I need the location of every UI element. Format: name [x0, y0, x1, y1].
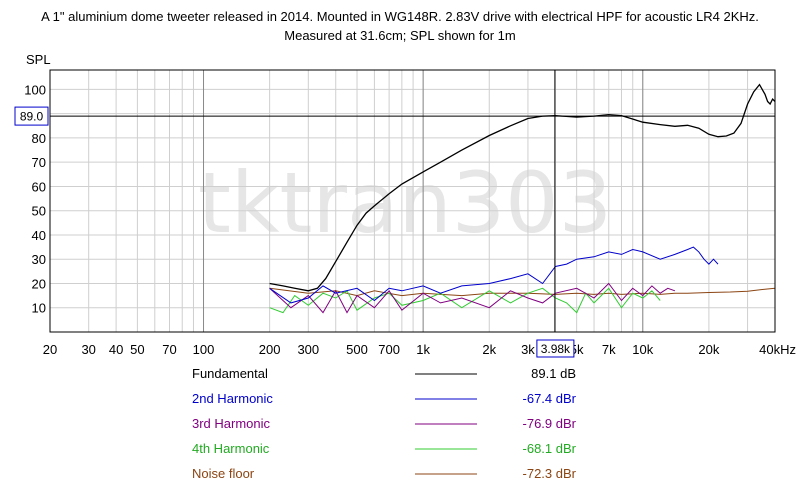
- watermark-text: tktran303: [198, 154, 612, 252]
- y-tick-label: 80: [32, 131, 46, 146]
- series-lines: [269, 83, 776, 314]
- y-tick-label: 10: [32, 301, 46, 316]
- cursor-x-readout: 3.98k: [541, 342, 571, 356]
- x-tick-label: 50: [130, 342, 144, 357]
- y-tick-label: 20: [32, 276, 46, 291]
- cursor-x-readout-box: [536, 339, 575, 358]
- x-tick-label: 700: [378, 342, 400, 357]
- x-tick-label: 20: [43, 342, 57, 357]
- series-line-2nd-harmonic: [269, 246, 719, 304]
- title-line-2: Measured at 31.6cm; SPL shown for 1m: [284, 28, 515, 43]
- x-tick-label: 300: [297, 342, 319, 357]
- x-tick-label: 3k: [521, 342, 535, 357]
- x-tick-label: 1k: [416, 342, 430, 357]
- legend-label-noise-floor: Noise floor: [192, 466, 255, 481]
- minor-gridlines: [49, 70, 776, 332]
- legend-label-4th-harmonic: 4th Harmonic: [192, 441, 270, 456]
- cursor-y-readout: 89.0: [20, 110, 44, 124]
- cursor-y-readout-box: [14, 106, 49, 126]
- legend-value-noise-floor: -72.3 dBr: [523, 466, 577, 481]
- major-gridlines: [203, 70, 644, 332]
- x-tick-label: 70: [162, 342, 176, 357]
- legend-label-3rd-harmonic: 3rd Harmonic: [192, 416, 271, 431]
- legend-value-2nd-harmonic: -67.4 dBr: [523, 391, 577, 406]
- y-tick-label: 100: [24, 82, 46, 97]
- y-tick-label: 40: [32, 228, 46, 243]
- legend-value-3rd-harmonic: -76.9 dBr: [523, 416, 577, 431]
- x-tick-label: 2k: [482, 342, 496, 357]
- x-tick-label: 200: [259, 342, 281, 357]
- legend-value-fundamental: 89.1 dB: [531, 366, 576, 381]
- y-tick-label: 70: [32, 155, 46, 170]
- x-tick-labels: 20 30 40 50 70 100 200 300 500 700 1k 2k 3k 5k 7k 10k 20…: [43, 342, 796, 357]
- legend-value-4th-harmonic: -68.1 dBr: [523, 441, 577, 456]
- chart-title: A 1" aluminium dome tweeter released in …: [41, 9, 759, 43]
- x-tick-label: 500: [346, 342, 368, 357]
- series-line-fundamental: [269, 83, 776, 292]
- title-line-1: A 1" aluminium dome tweeter released in …: [41, 9, 759, 24]
- x-tick-label: 10k: [632, 342, 653, 357]
- series-line-4th-harmonic: [269, 287, 661, 314]
- cursor[interactable]: 89.0 3.98k: [14, 70, 775, 358]
- x-tick-label: 7k: [602, 342, 616, 357]
- y-tick-label: 30: [32, 252, 46, 267]
- legend-label-2nd-harmonic: 2nd Harmonic: [192, 391, 273, 406]
- x-tick-label: 100: [193, 342, 215, 357]
- x-tick-label: 30: [81, 342, 95, 357]
- y-tick-label: 60: [32, 179, 46, 194]
- series-line-3rd-harmonic: [269, 282, 676, 314]
- y-axis-label: SPL: [26, 52, 51, 67]
- legend: Fundamental 89.1 dB 2nd Harmonic -67.4 dBr 3…: [192, 366, 577, 481]
- x-tick-label: 20k: [698, 342, 719, 357]
- x-tick-label: 40kHz: [759, 342, 796, 357]
- x-tick-label: 40: [109, 342, 123, 357]
- y-tick-labels: 102030405060708090100: [24, 82, 46, 315]
- legend-label-fundamental: Fundamental: [192, 366, 268, 381]
- y-tick-label: 50: [32, 204, 46, 219]
- plot-frame: [49, 69, 776, 333]
